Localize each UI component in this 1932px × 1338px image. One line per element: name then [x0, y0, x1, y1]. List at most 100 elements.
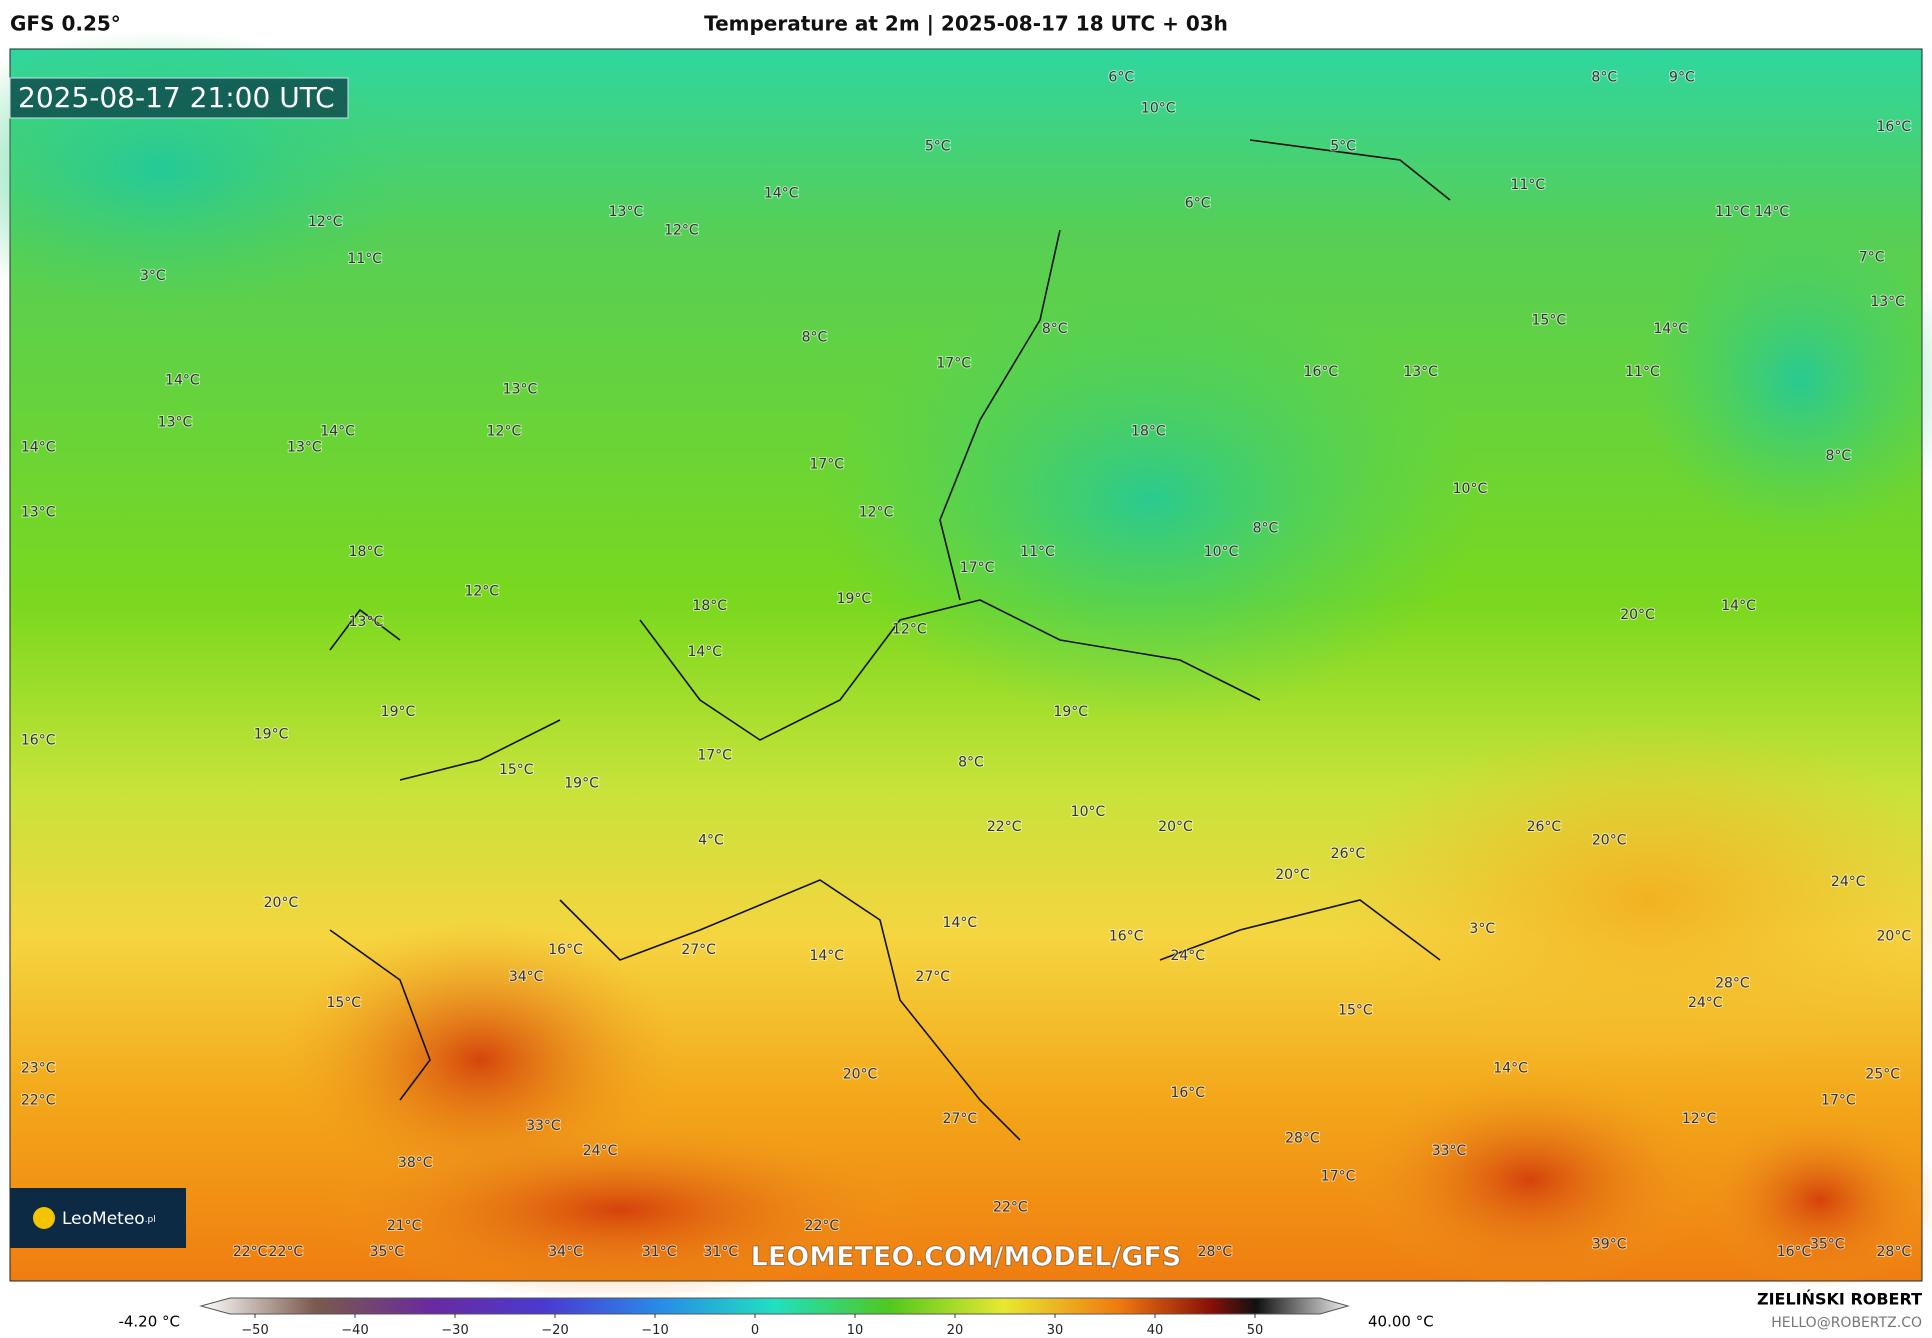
temperature-label: 20°C: [1877, 928, 1912, 944]
temperature-label: 22°C: [805, 1218, 840, 1234]
temperature-label: 6°C: [1185, 195, 1211, 211]
hot-area: [1700, 1110, 1932, 1290]
temperature-label: 15°C: [1532, 312, 1567, 328]
temperature-label: 21°C: [387, 1218, 422, 1234]
temperature-label: 27°C: [943, 1111, 978, 1127]
temperature-label: 17°C: [936, 355, 971, 371]
temperature-label: 16°C: [548, 942, 583, 958]
temperature-label: 13°C: [1870, 294, 1905, 310]
temperature-label: 14°C: [1493, 1060, 1528, 1076]
temperature-label: 20°C: [1620, 607, 1655, 623]
temperature-label: 20°C: [1158, 819, 1193, 835]
valid-time-box: [9, 77, 349, 119]
temperature-label: 33°C: [1432, 1143, 1467, 1159]
temperature-label: 19°C: [254, 726, 289, 742]
temperature-label: 16°C: [1877, 119, 1912, 135]
temperature-label: 24°C: [583, 1143, 618, 1159]
temperature-label: 16°C: [21, 733, 56, 749]
temperature-label: 26°C: [1331, 846, 1366, 862]
temperature-label: 14°C: [21, 439, 56, 455]
colorbar-tick-label: 0: [751, 1323, 759, 1338]
temperature-label: 31°C: [704, 1244, 739, 1260]
colorbar-tick-label: 40: [1147, 1323, 1164, 1338]
temperature-label: 33°C: [526, 1118, 561, 1134]
temperature-label: 10°C: [1453, 481, 1488, 497]
colorbar-ticks: −50 −40 −30 −20 −10 0 10 20 30 40 50: [241, 1314, 1263, 1338]
coastline: [329, 139, 1451, 1141]
temperature-labels: 6°C10°C8°C 9°C16°C5°C 5°C11°C14°C13°C12°C1…: [20, 69, 1912, 1261]
temperature-label: 20°C: [1592, 832, 1627, 848]
temperature-label: 10°C: [1071, 804, 1106, 820]
temperature-label: 9°C: [1669, 70, 1695, 86]
colorbar-tick-label: −20: [541, 1323, 568, 1338]
temperature-label: 15°C: [1338, 1002, 1373, 1018]
temperature-label: 7°C: [1859, 250, 1885, 266]
temperature-label: 24°C: [1170, 948, 1205, 964]
temperature-label: 14°C: [1721, 598, 1756, 614]
temperature-label: 28°C: [1198, 1244, 1233, 1260]
temperature-label: 31°C: [642, 1244, 677, 1260]
logo-sun: [33, 1207, 55, 1229]
temperature-label: 16°C: [1109, 928, 1144, 944]
colorbar-tick-label: 50: [1247, 1323, 1264, 1338]
temperature-label: 14°C: [165, 373, 200, 389]
valid-time: 2025-08-17 21:00 UTC: [18, 81, 335, 114]
temperature-label: 19°C: [837, 591, 872, 607]
temperature-label: 12°C: [892, 622, 927, 638]
colorbar: -4.20 °C 40.00 °C −50 −40 −30 −20 −10 0 10 20 30…: [118, 1297, 1434, 1338]
temperature-label: 39°C: [1592, 1236, 1627, 1252]
hot-area: [320, 1120, 920, 1300]
temperature-label: 13°C: [1403, 364, 1438, 380]
temperature-label: 13°C: [158, 415, 193, 431]
temperature-label: 17°C: [1821, 1092, 1856, 1108]
temperature-label: 20°C: [264, 895, 299, 911]
temperature-label: 28°C: [1877, 1244, 1912, 1260]
temperature-label: 20°C: [1275, 867, 1310, 883]
colorbar-tick-label: 10: [847, 1323, 864, 1338]
temperature-label: 11°C: [347, 251, 382, 267]
temperature-label: 16°C: [1304, 364, 1339, 380]
warm-area: [1330, 720, 1932, 1080]
temperature-label: 24°C: [1831, 874, 1866, 890]
temperature-label: 24°C: [1688, 995, 1723, 1011]
temperature-label: 16°C: [1777, 1244, 1812, 1260]
temperature-label: 13°C: [609, 204, 644, 220]
author: ZIELIŃSKI ROBERT: [1757, 1290, 1922, 1309]
temperature-label: 22°C: [269, 1244, 304, 1260]
colorbar-tick-label: 20: [947, 1323, 964, 1338]
cold-area: [1640, 220, 1932, 540]
temperature-label: 14°C: [1653, 321, 1688, 337]
temperature-label: 16°C: [1170, 1085, 1205, 1101]
temperature-label: 4°C: [698, 832, 724, 848]
temperature-label: 27°C: [681, 942, 716, 958]
temperature-label: 8°C: [1042, 321, 1068, 337]
temperature-label: 38°C: [398, 1155, 433, 1171]
temperature-label: 25°C: [1865, 1066, 1900, 1082]
temperature-label: 14°C: [1755, 204, 1790, 220]
temperature-label: 6°C: [1108, 70, 1134, 86]
temperature-label: 8°C: [958, 755, 984, 771]
temperature-label: 27°C: [915, 969, 950, 985]
temperature-label: 35°C: [1810, 1236, 1845, 1252]
temperature-label: 22°C: [987, 819, 1022, 835]
colorbar-strip: [199, 1297, 1350, 1315]
temperature-label: 12°C: [664, 222, 699, 238]
temperature-label: 11°C: [1715, 204, 1750, 220]
temperature-label: 17°C: [697, 747, 732, 763]
temperature-label: 19°C: [381, 704, 416, 720]
temperature-label: 22°C: [233, 1244, 268, 1260]
hot-area: [1350, 1070, 1710, 1290]
temperature-label: 15°C: [326, 995, 361, 1011]
temperature-label: 14°C: [764, 185, 799, 201]
temperature-label: 35°C: [370, 1244, 405, 1260]
temperature-label: 12°C: [308, 214, 343, 230]
temperature-label: 22°C: [993, 1200, 1028, 1216]
temperature-label: 19°C: [564, 776, 599, 792]
temperature-label: 10°C: [1141, 100, 1176, 116]
temperature-label: 8°C: [1826, 448, 1852, 464]
temperature-label: 18°C: [349, 544, 384, 560]
temperature-label: 28°C: [1715, 975, 1750, 991]
temperature-label: 19°C: [1053, 704, 1088, 720]
temperature-label: 5°C: [1330, 139, 1356, 155]
temperature-label: 10°C: [1204, 544, 1239, 560]
